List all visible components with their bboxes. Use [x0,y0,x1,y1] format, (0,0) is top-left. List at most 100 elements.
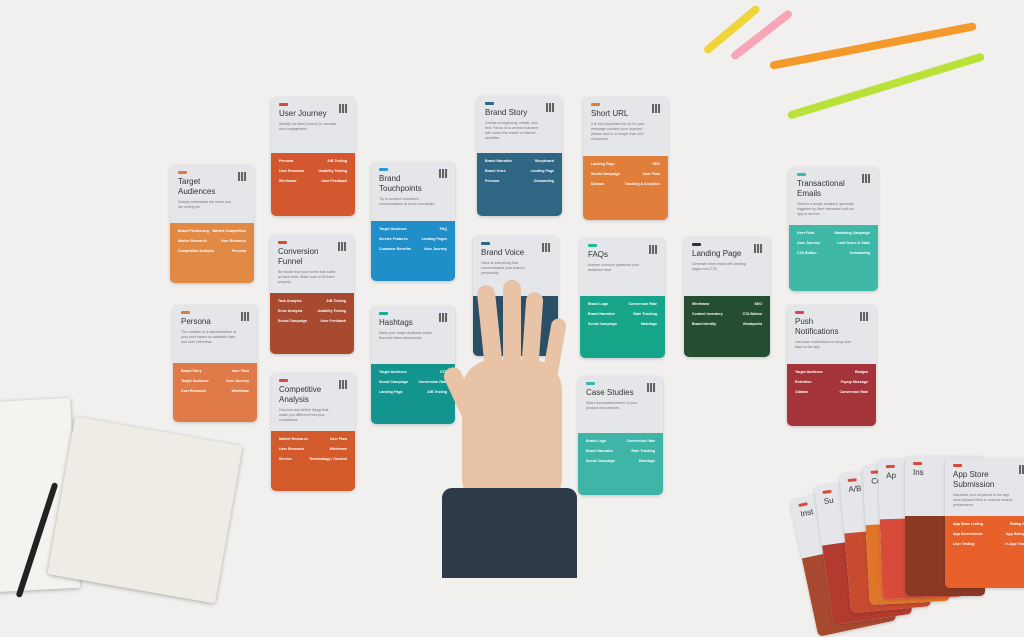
card-row: Social Campaign User Feedback [278,319,346,323]
card-band: Target Audience Badges Retention Popup Mess… [787,364,876,426]
qr-code-icon [439,313,448,322]
card-title: Brand Voice [481,248,525,257]
row-left: Retention [795,380,812,384]
card-hashtags[interactable]: Hashtags Make your target audience easie… [371,306,455,424]
card-description: Try to achieve consistent communication … [379,197,435,206]
card-row: Landing Page SEO [591,162,660,166]
category-tag [588,244,597,247]
qr-code-icon [862,174,871,183]
row-right: Lead Score & Stats [837,241,870,245]
qr-code-icon [439,169,448,178]
qr-code-icon [238,172,247,181]
card-band: Brand Positioning Market Competition Marke… [170,223,254,283]
card-title: Target Audiences [178,177,216,196]
row-left: Task Analysis [278,299,302,303]
card-row: Retention Popup Message [795,380,868,384]
qr-code-icon [339,104,348,113]
row-left: Target Audience [795,370,823,374]
row-left: Brand Narrative [485,159,512,163]
category-tag [798,502,808,507]
row-left: Wireframe [692,302,710,306]
row-right: A/B Testing [327,159,347,163]
card-row: App Store Listing Rating Kit [953,522,1024,526]
row-right: Onboarding [533,179,554,183]
row-left: Customer Benefits [379,247,411,251]
card-short-url[interactable]: Short URL It is very important the url f… [583,97,668,220]
card-title: Hashtags [379,318,413,327]
card-row: Competitive Analysis Persona [178,249,246,253]
qr-code-icon [647,383,656,392]
row-right: SEO [652,162,660,166]
card-title: Conversion Funnel [278,247,319,266]
row-left: Social Campaign [278,319,307,323]
row-right: Breakpoint [743,322,762,326]
card-transactional-emails[interactable]: Transactional Emails Send to a single re… [789,167,878,291]
row-right: FAQ [439,227,447,231]
row-left: Service [279,457,292,461]
card-row: Social Campaign Hashtags [588,322,657,326]
card-push-notifications[interactable]: Push Notifications Use push notification… [787,305,876,426]
qr-code-icon [649,245,658,254]
row-right: Rating Kit [1010,522,1024,526]
qr-code-icon [241,312,250,321]
category-tag [795,311,804,314]
card-band: Task Analysis A/B Testing Error Analysis Us… [270,293,354,354]
row-left: Landing Page [379,390,403,394]
category-tag [379,168,388,171]
row-left: Competitive Analysis [178,249,215,253]
card-row: Brand Logo Conversion Rate [588,302,657,306]
card-row: Citation Conversion Rate [795,390,868,394]
row-right: Wireframe [231,389,249,393]
row-right: Rate Tracking [631,449,655,453]
card-landing-page[interactable]: Landing Page Generate more leads with la… [684,237,770,357]
card-row: Brand Narrative Storyboard [485,159,554,163]
row-left: Service Features [379,237,408,241]
card-row: Service Terminology / Content [279,457,347,461]
card-competitive-analysis[interactable]: Competitive Analysis Discover and define… [271,373,355,491]
row-left: Social Campaign [379,380,408,384]
card-row: Brand Narrative Rate Tracking [586,449,655,453]
row-left: App Screenshots [953,532,983,536]
row-right: Usability Testing [318,169,348,173]
card-title: Push Notifications [795,317,839,336]
card-row: Wireframe User Feedback [279,179,347,183]
card-row: Task Analysis A/B Testing [278,299,346,303]
category-tag [797,173,806,176]
card-band: Wireframe SEO Content Inventory CTA Button B… [684,296,770,357]
row-left: Brand Story [181,369,202,373]
card-row: Error Analysis Usability Testing [278,309,346,313]
card-conversion-funnel[interactable]: Conversion Funnel Be aware that your fun… [270,235,354,354]
row-right: Popup Message [840,380,868,384]
card-row: Social Campaign Hashtags [586,459,655,463]
card-description: Make your target audience easier find an… [379,331,433,340]
category-tag [178,171,187,174]
card-target-audiences[interactable]: Target Audiences Deeply understand the u… [170,165,254,283]
card-row: Wireframe SEO [692,302,762,306]
row-left: Landing Page [591,162,615,166]
row-right: In-App Track [1005,542,1024,546]
card-brand-touchpoints[interactable]: Brand Touchpoints Try to achieve consist… [371,162,455,281]
card-user-journey[interactable]: User Journey Identify the ideal journey … [271,97,355,216]
category-tag [379,312,388,315]
card-row: Target Audience User Journey [181,379,249,383]
card-row: User Research Usability Testing [279,169,347,173]
card-row: User Flow Marketing Campaign [797,231,870,235]
card-row: Target Audience FAQ [379,227,447,231]
category-tag [822,489,832,495]
qr-code-icon [339,380,348,389]
card-case-studies[interactable]: Case Studies Share successful stories of… [578,376,663,495]
card-app-store-submission[interactable]: App Store Submission Maximize your keywor… [945,458,1024,588]
card-persona[interactable]: Persona The creation of a representation… [173,305,257,422]
card-brand-story[interactable]: Brand Story Contain a beginning, middle,… [477,96,562,216]
card-description: The creation of a representation of your… [181,330,236,344]
qr-code-icon [542,243,551,252]
row-left: CTA Button [797,251,817,255]
card-band: App Store Listing Rating Kit App Screensho… [945,516,1024,588]
card-row: Market Research User Research [178,239,246,243]
row-left: Persona [279,159,294,163]
card-faqs[interactable]: FAQs Answer common questions your audien… [580,238,665,358]
row-left: Target Audience [379,370,407,374]
sleeve [442,488,577,578]
row-right: User Feedback [320,319,346,323]
row-right: User Feedback [321,179,347,183]
